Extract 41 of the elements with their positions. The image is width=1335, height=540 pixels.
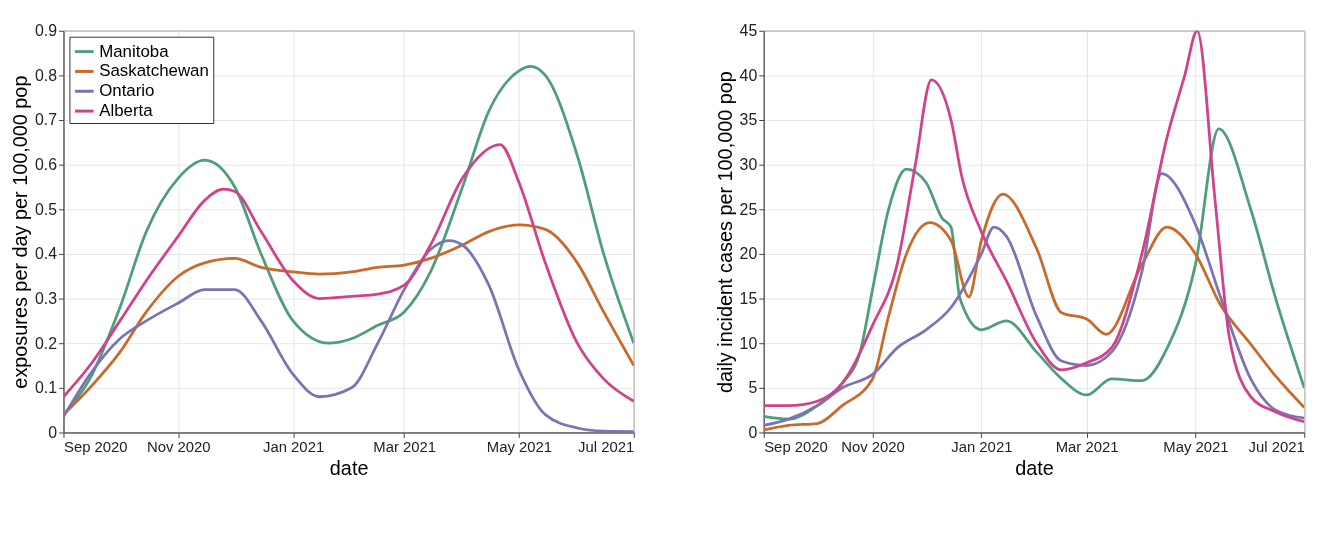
y-tick-label: 30 <box>739 156 758 174</box>
x-tick-label: Jul 2021 <box>1248 438 1305 455</box>
y-tick-label: 40 <box>739 66 758 84</box>
y-tick-label: 10 <box>739 334 758 352</box>
y-axis-title: exposures per day per 100,000 pop <box>9 75 32 389</box>
y-tick-label: 0.5 <box>34 200 58 218</box>
y-tick-label: 0.6 <box>34 156 58 174</box>
y-tick-label: 0 <box>48 423 58 441</box>
x-tick-label: Mar 2021 <box>1055 438 1119 455</box>
y-tick-label: 0.1 <box>34 379 58 397</box>
x-axis-title: date <box>1015 456 1054 479</box>
y-tick-label: 35 <box>739 111 758 129</box>
x-axis-title: date <box>329 456 369 479</box>
y-tick-label: 5 <box>748 379 758 397</box>
y-tick-label: 0.4 <box>34 245 58 263</box>
x-tick-label: Jul 2021 <box>578 438 635 455</box>
x-tick-label: Sep 2020 <box>63 438 128 455</box>
y-tick-label: 25 <box>739 200 758 218</box>
x-tick-label: Sep 2020 <box>764 438 828 455</box>
y-tick-label: 0.9 <box>34 22 58 40</box>
y-tick-label: 0.8 <box>34 66 58 84</box>
legend-label: Alberta <box>99 101 154 121</box>
x-tick-label: Mar 2021 <box>373 438 437 455</box>
y-tick-label: 20 <box>739 245 758 263</box>
x-tick-label: Nov 2020 <box>841 438 905 455</box>
x-tick-label: Jan 2021 <box>951 438 1013 455</box>
y-tick-label: 0.3 <box>34 290 58 308</box>
x-tick-label: May 2021 <box>1163 438 1229 455</box>
y-tick-label: 0 <box>748 423 758 441</box>
x-tick-label: May 2021 <box>486 438 553 455</box>
y-tick-label: 15 <box>739 290 758 308</box>
legend-label: Saskatchewan <box>99 61 209 81</box>
y-axis-title: daily incident cases per 100,000 pop <box>713 71 736 394</box>
y-tick-label: 0.2 <box>34 334 58 352</box>
legend-label: Ontario <box>99 81 155 101</box>
x-tick-label: Nov 2020 <box>146 438 211 455</box>
x-tick-label: Jan 2021 <box>263 438 325 455</box>
line-series <box>63 143 634 403</box>
y-tick-label: 0.7 <box>34 111 58 129</box>
y-tick-label: 45 <box>739 22 758 40</box>
legend-label: Manitoba <box>99 41 170 61</box>
